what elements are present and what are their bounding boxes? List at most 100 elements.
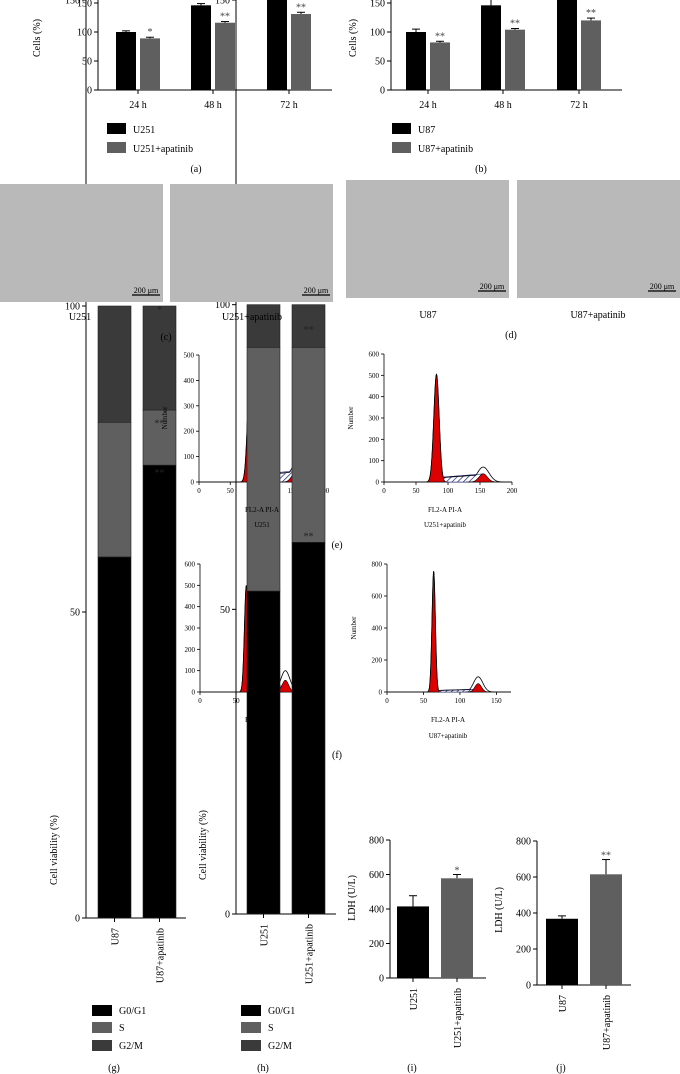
y-tick-label: 400 [184, 377, 195, 385]
y-tick-label: 100 [77, 28, 92, 39]
panel-label-j: (j) [556, 1063, 565, 1074]
x-tick-label: U251+apatinib [453, 988, 464, 1048]
panel-j-ylabel: LDH (U/L) [494, 887, 505, 933]
significance-mark: ** [296, 2, 306, 13]
histogram-ylabel: Number [163, 616, 171, 640]
y-tick-label: 150 [77, 0, 92, 10]
x-tick-label: 100 [443, 487, 454, 495]
stacked-segment-s [291, 347, 326, 543]
x-tick-label: U87+apatinib [156, 928, 167, 983]
y-tick-label: 0 [379, 689, 383, 697]
significance-mark: ** [435, 31, 445, 42]
y-tick-label: 200 [185, 646, 196, 654]
stacked-segment-s [142, 409, 177, 466]
y-tick-label: 0 [87, 86, 92, 97]
x-tick-label: U87+apatinib [602, 995, 613, 1050]
y-tick-label: 800 [369, 836, 384, 847]
legend-swatch [392, 123, 411, 134]
micrograph-u87 [346, 180, 509, 298]
legend-swatch [107, 142, 126, 153]
histogram-caption: U87+apatinib [429, 732, 468, 740]
histogram-xlabel: FL2-A PI-A [428, 506, 462, 514]
significance-mark: ** [155, 418, 165, 429]
y-tick-label: 150 [215, 0, 230, 7]
scale-bar-label: 200 μm [304, 286, 329, 295]
g2-peak [464, 683, 492, 693]
y-tick-label: 600 [185, 561, 196, 569]
y-tick-label: 400 [185, 603, 196, 611]
x-tick-label: U87 [558, 995, 569, 1012]
y-tick-label: 300 [185, 625, 196, 633]
stacked-segment-g0-g1 [291, 542, 326, 915]
micrograph-u251-apatinib [170, 184, 333, 302]
stacked-segment-s [246, 347, 281, 592]
significance-mark: ** [601, 851, 611, 862]
x-tick-label: 0 [385, 697, 389, 705]
legend-label: G2/M [119, 1041, 143, 1052]
y-tick-label: 50 [82, 57, 92, 68]
y-tick-label: 100 [65, 302, 80, 313]
y-tick-label: 300 [184, 402, 195, 410]
ldh-bar [441, 878, 473, 978]
y-tick-label: 0 [376, 479, 380, 487]
stacked-segment-g2-m [246, 304, 281, 348]
y-tick-label: 800 [372, 561, 383, 569]
y-tick-label: 0 [526, 981, 531, 992]
y-tick-label: 400 [372, 625, 383, 633]
y-tick-label: 500 [185, 582, 196, 590]
y-tick-label: 100 [184, 453, 195, 461]
y-tick-label: 600 [369, 870, 384, 881]
g1-peak [425, 373, 448, 483]
stacked-segment-g2-m [97, 305, 132, 423]
x-tick-label: 100 [455, 697, 466, 705]
histogram-caption: U251+apatinib [424, 521, 467, 529]
panel-label-g: (g) [108, 1063, 120, 1074]
bar-apatinib [140, 38, 160, 90]
panel-a-ylabel: Cells (%) [32, 19, 43, 57]
y-tick-label: 200 [184, 428, 195, 436]
significance-mark: ** [155, 468, 165, 479]
g1-peak [426, 570, 441, 693]
legend-label: U87 [418, 125, 435, 136]
ldh-bar [546, 918, 578, 985]
histogram-caption: U87 [256, 732, 269, 740]
y-tick-label: 0 [379, 974, 384, 985]
ldh-bar [590, 874, 622, 985]
x-tick-label: U251 [260, 924, 271, 946]
y-tick-label: 50 [375, 57, 385, 68]
y-tick-label: 0 [192, 689, 196, 697]
y-tick-label: 0 [380, 86, 385, 97]
panel-i-ylabel: LDH (U/L) [347, 875, 358, 921]
panel-g-ylabel: Cell viability (%) [49, 815, 60, 885]
histogram-xlabel: FL2-A PI-A [245, 506, 279, 514]
y-tick-label: 200 [369, 436, 380, 444]
bar-control [406, 32, 426, 90]
histogram-ylabel: Number [350, 616, 358, 640]
legend-label: G0/G1 [119, 1006, 146, 1017]
panel-label-e: (e) [331, 540, 342, 551]
y-tick-label: 200 [372, 657, 383, 665]
x-tick-label: 48 h [204, 100, 222, 111]
y-tick-label: 200 [516, 945, 531, 956]
bar-control [267, 0, 287, 90]
x-tick-label: 50 [413, 487, 421, 495]
histogram-caption: U251 [254, 521, 270, 529]
panel-label-h: (h) [257, 1063, 269, 1074]
y-tick-label: 150 [370, 0, 385, 10]
panel-label-d: (d) [505, 330, 517, 341]
bar-apatinib [215, 22, 235, 90]
scale-bar-label: 200 μm [480, 282, 505, 291]
significance-mark: ** [220, 12, 230, 23]
legend-label: G2/M [268, 1041, 292, 1052]
bar-control [557, 0, 577, 90]
legend-swatch [92, 1040, 112, 1051]
panel-label-c: (c) [160, 332, 171, 343]
scale-bar-label: 200 μm [134, 286, 159, 295]
panel-label-b: (b) [475, 164, 487, 175]
legend-swatch [241, 1022, 261, 1033]
micrograph-u251 [0, 184, 163, 302]
bar-apatinib [430, 42, 450, 90]
legend-label: S [268, 1023, 274, 1034]
y-tick-label: 400 [516, 909, 531, 920]
histogram-envelope [387, 571, 511, 693]
